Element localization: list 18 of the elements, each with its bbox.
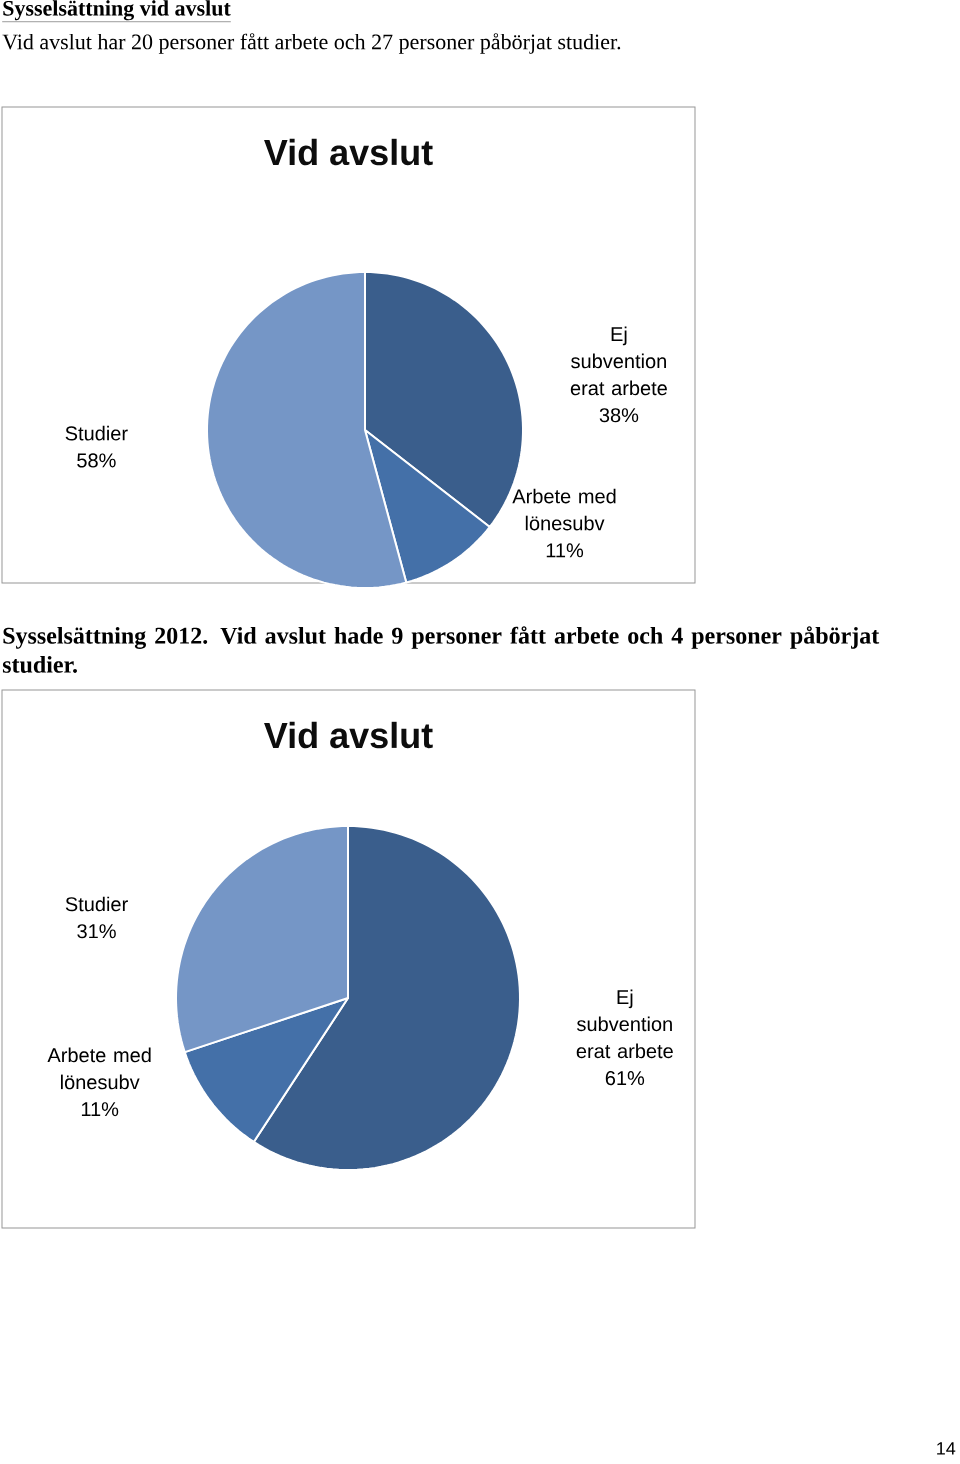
chart-title: Vid avslut	[264, 721, 433, 749]
slice-label: Studier	[65, 425, 128, 441]
text: Vid avslut har 20 personer fått arbete och 27 personer påbörjat studier.	[2, 33, 621, 54]
data-label: 11%	[81, 1102, 119, 1117]
text: Sysselsättning vid avslut	[3, 0, 231, 21]
slice-label: Arbete med lönesubv	[47, 1047, 151, 1090]
data-label: 61%	[605, 1071, 645, 1086]
data-label: 58%	[77, 453, 116, 468]
slice-label: Ej subvention erat arbete	[570, 326, 667, 396]
text: 14	[937, 1442, 956, 1455]
data-label: 38%	[599, 408, 639, 423]
data-label: 11%	[546, 543, 584, 558]
text: Sysselsättning 2012. Vid avslut hade 9 personer fått arbete och 4 personer påbörjat studier.	[2, 626, 880, 673]
chart-title: Vid avslut	[264, 138, 433, 166]
slice-label: Studier	[65, 896, 128, 912]
slice-label: Ej subvention erat arbete	[576, 989, 673, 1059]
slice-label: Arbete med lönesubv	[512, 488, 616, 531]
data-label: 31%	[77, 924, 116, 939]
